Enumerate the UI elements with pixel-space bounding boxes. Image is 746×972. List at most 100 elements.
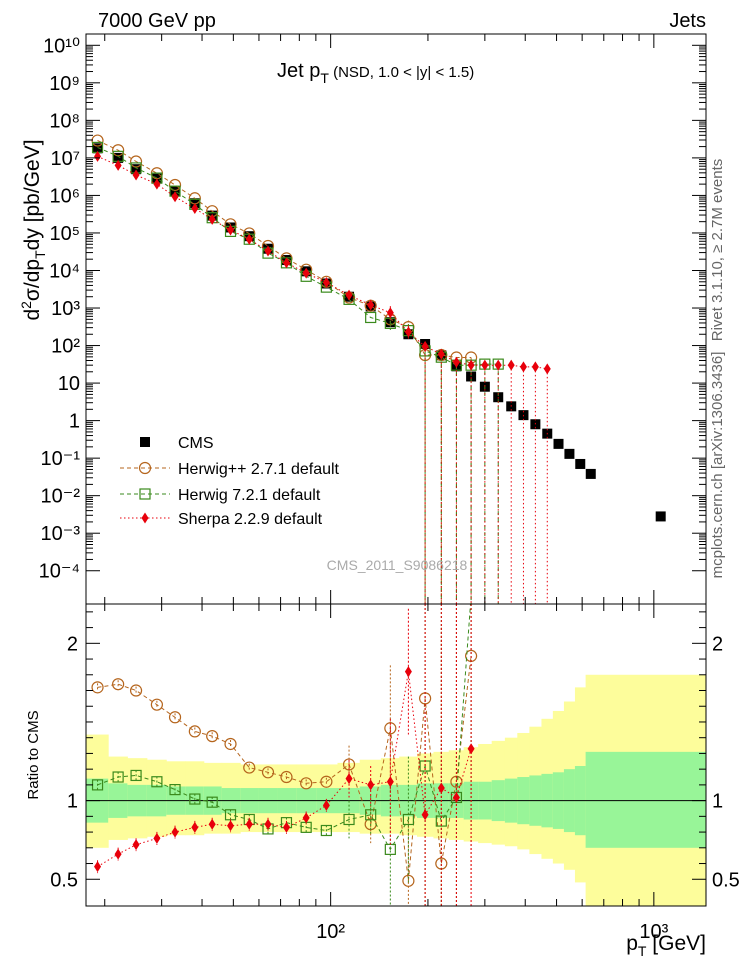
ratio-point [452, 791, 460, 803]
data-point [227, 224, 235, 236]
legend-label: CMS [178, 435, 214, 452]
ratio-point [171, 826, 179, 838]
main-y-tick-label: 10⁵ [49, 223, 80, 245]
legend-marker [140, 437, 150, 447]
main-title-subscript: T [320, 70, 329, 86]
ratio-point [264, 818, 272, 830]
main-title-text: Jet p [277, 60, 320, 82]
ratio-point [386, 776, 394, 788]
data-point [132, 169, 140, 181]
ratio-y-tick-label: 0.5 [50, 869, 78, 891]
data-point [585, 468, 596, 479]
ratio-point [320, 775, 333, 788]
ratio-point [206, 796, 218, 808]
data-point [112, 144, 125, 157]
ratio-point [169, 784, 181, 796]
main-y-tick-label: 10⁻⁴ [39, 561, 80, 583]
main-y-tick-label: 1 [69, 411, 80, 433]
ratio-point [94, 861, 102, 873]
ratio-point [384, 722, 397, 735]
data-point [129, 155, 143, 168]
ratio-y-tick-label: 1 [67, 791, 78, 813]
data-point [131, 164, 142, 175]
data-point [170, 186, 181, 197]
ratio-point [168, 711, 182, 724]
main-y-tick-label: 10⁸ [49, 110, 80, 132]
ratio-point [153, 832, 161, 844]
main-y-tick-label: 10⁶ [50, 185, 80, 207]
x-axis-label: pT [GeV] [626, 932, 706, 959]
data-point [466, 371, 477, 382]
main-y-axis-label: d2σ/dpTdy [pb/GeV] [18, 139, 48, 320]
main-title: Jet pT (NSD, 1.0 < |y| < 1.5) [277, 60, 474, 86]
ratio-point [129, 684, 143, 697]
ratio-y-ticks: 0.5 0.5 1 1 2 2 [50, 611, 740, 891]
ratio-y-axis-label: Ratio to CMS [25, 710, 42, 799]
data-point [208, 213, 216, 225]
uncertainty-band-inner [585, 751, 707, 848]
ratio-series-line-2 [97, 671, 472, 868]
main-y-tick-label: 10² [51, 336, 80, 358]
data-point [92, 143, 103, 154]
main-y-tick-label: 10⁹ [49, 73, 80, 95]
legend-label: Sherpa 2.2.9 default [178, 511, 323, 528]
data-point [191, 202, 199, 214]
ratio-point [227, 820, 235, 832]
data-point [91, 134, 104, 147]
ratio-point [300, 777, 313, 790]
ratio-point [402, 874, 415, 887]
ratio-point [365, 809, 377, 821]
data-point [94, 150, 102, 162]
data-point [494, 359, 502, 371]
ratio-point [243, 761, 256, 774]
data-point [507, 359, 515, 371]
main-y-ticks: 10⁻⁴ 10⁻³ 10⁻² 10⁻¹ 1 10 10² 10³ 10⁴ 10⁵ 10⁶ 10⁷ 10⁸… [39, 33, 706, 583]
data-point [543, 363, 551, 375]
data-point [153, 178, 161, 190]
ratio-point [208, 818, 216, 830]
ratio-point [437, 782, 445, 794]
ratio-point [206, 730, 219, 743]
ratio-point [367, 779, 375, 791]
data-point [113, 152, 124, 163]
header-right: Jets [669, 10, 706, 32]
series-line-3 [97, 155, 548, 370]
data-point [564, 448, 575, 459]
ratio-point [189, 793, 201, 805]
ratio-point [320, 824, 332, 837]
ratio-point [343, 813, 355, 826]
data-point [264, 245, 272, 257]
ratio-point [191, 821, 199, 833]
data-point [114, 159, 122, 171]
data-point [302, 267, 310, 279]
data-point [655, 511, 666, 522]
watermark: CMS_2011_S9086218 [327, 557, 468, 573]
ratio-point [91, 681, 104, 694]
ratio-point [322, 799, 330, 811]
main-y-tick-label: 10⁻² [41, 486, 81, 508]
ratio-point [345, 773, 353, 785]
ratio-clipped [91, 604, 478, 906]
main-y-tick-label: 10⁻¹ [41, 448, 81, 470]
ratio-point [245, 818, 253, 830]
ratio-point [151, 776, 163, 788]
legend-marker [138, 461, 152, 475]
data-point [553, 438, 564, 449]
main-panel: 10⁻⁴ 10⁻³ 10⁻² 10⁻¹ 1 10 10² 10³ 10⁴ 10⁵ 10⁶ 10⁷ 10⁸… [18, 33, 707, 605]
ratio-point [282, 821, 290, 833]
data-point [531, 361, 539, 373]
main-y-tick-label: 10⁻³ [41, 523, 81, 545]
data-point [386, 307, 394, 319]
data-point [452, 356, 460, 368]
ratio-frame [85, 603, 707, 907]
data-point [345, 289, 353, 301]
ratio-panel: 0.5 0.5 1 1 2 2 10² 10³ Ratio to CMS pT [GeV] [25, 603, 740, 959]
data-point [467, 359, 475, 371]
data-point [519, 361, 527, 373]
ratio-point [342, 758, 356, 771]
ratio-y-tick-label: 2 [67, 633, 78, 655]
ratio-y-tick-label-right: 2 [712, 633, 723, 655]
ratio-point [132, 839, 140, 851]
